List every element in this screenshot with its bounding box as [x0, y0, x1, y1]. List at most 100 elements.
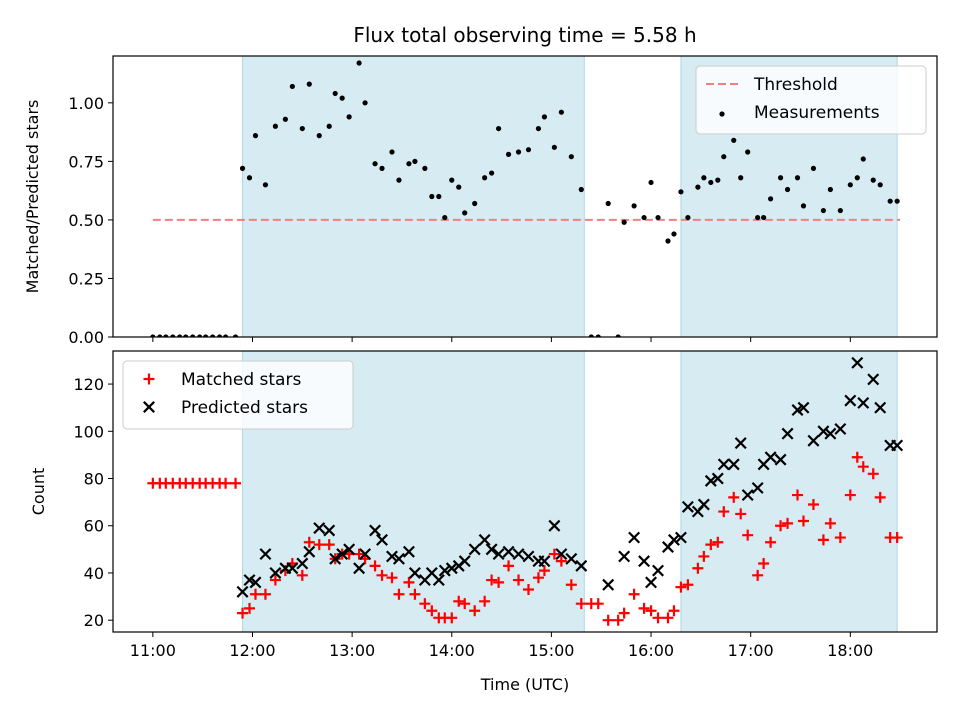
- measurement-point: [800, 203, 807, 209]
- matched-star-point: [323, 539, 335, 551]
- predicted-star-point: [774, 453, 787, 466]
- measurement-point: [854, 175, 860, 181]
- predicted-star-point: [249, 576, 262, 589]
- measurement-point: [306, 81, 312, 87]
- predicted-star-point: [674, 531, 687, 544]
- measurement-point: [282, 116, 288, 122]
- matched-star-point: [712, 536, 724, 548]
- matched-star-point: [453, 595, 465, 607]
- legend-label: Predicted stars: [181, 398, 308, 418]
- predicted-star-point: [797, 401, 810, 414]
- measurement-point: [641, 214, 647, 221]
- matched-star-point: [220, 477, 232, 489]
- measurement-point: [316, 133, 322, 139]
- legend-box: [122, 360, 354, 430]
- measurement-point: [462, 210, 468, 216]
- predicted-star-point: [402, 545, 415, 558]
- predicted-star-point: [652, 564, 664, 577]
- matched-star-point: [313, 539, 325, 551]
- matched-star-point: [628, 588, 640, 600]
- y-tick-label: 80: [84, 470, 104, 489]
- measurement-point: [695, 184, 701, 190]
- measurement-point: [777, 175, 784, 181]
- predicted-star-point: [386, 550, 398, 563]
- matched-star-point: [682, 579, 694, 591]
- predicted-star-point: [711, 472, 724, 485]
- matched-star-point: [376, 569, 388, 581]
- measurement-point: [406, 161, 412, 167]
- x-tick-label: 12:00: [229, 641, 275, 660]
- matched-star-point: [230, 477, 242, 489]
- measurement-point: [396, 177, 402, 183]
- measurement-point: [150, 334, 156, 337]
- predicted-star-point: [704, 474, 717, 487]
- predicted-star-point: [602, 578, 615, 591]
- measurement-point: [157, 334, 163, 337]
- measurement-point: [738, 175, 744, 181]
- predicted-star-point: [638, 555, 651, 568]
- matched-star-point: [705, 539, 717, 551]
- matched-star-point: [403, 576, 415, 588]
- top-panel: 0.00 0.25 0.50 0.75 1.00 Matched/Predicted st…: [23, 23, 938, 347]
- predicted-star-point: [575, 559, 588, 572]
- predicted-star-point: [555, 548, 568, 561]
- measurement-point: [535, 125, 542, 132]
- measurement-point: [262, 182, 269, 188]
- matched-star-point: [269, 574, 281, 586]
- predicted-star-point: [432, 574, 445, 587]
- matched-star-point: [718, 506, 730, 518]
- matched-star-point: [522, 583, 534, 595]
- matched-star-point: [817, 534, 829, 546]
- plot-area: [150, 60, 900, 337]
- measurement-point: [222, 334, 229, 337]
- y-tick-label: 0.00: [68, 328, 104, 347]
- measurement-point: [515, 149, 522, 155]
- measurement-point: [289, 83, 295, 90]
- y-tick-label: 60: [84, 517, 104, 536]
- predicted-star-point: [438, 564, 451, 577]
- measurement-point: [346, 114, 352, 120]
- predicted-star-point: [522, 550, 535, 563]
- measurement-point: [631, 203, 637, 209]
- matched-star-point: [834, 532, 846, 544]
- predicted-star-point: [478, 533, 491, 546]
- predicted-star-point: [628, 531, 641, 544]
- measurement-point: [621, 219, 627, 225]
- measurement-point: [190, 334, 196, 337]
- matched-star-point: [662, 612, 674, 624]
- matched-star-point: [419, 598, 431, 610]
- predicted-star-point: [485, 543, 498, 556]
- matched-star-point: [851, 451, 863, 463]
- matched-star-point: [857, 461, 869, 473]
- predicted-star-point: [645, 576, 658, 589]
- plot-area: [147, 356, 904, 626]
- matched-star-point: [874, 491, 886, 503]
- matched-star-point: [638, 602, 650, 614]
- shaded-interval-1: [680, 350, 898, 633]
- matched-star-point: [775, 520, 787, 532]
- axes-frame: [112, 55, 938, 338]
- matched-star-point: [303, 536, 315, 548]
- predicted-star-point: [844, 394, 857, 407]
- predicted-star-point: [874, 401, 887, 414]
- matched-star-point: [824, 517, 836, 529]
- measurement-point: [588, 334, 594, 337]
- matched-star-point: [426, 605, 438, 617]
- measurement-point: [761, 214, 767, 221]
- predicted-star-point: [512, 548, 525, 561]
- matched-star-point: [891, 532, 903, 544]
- matched-star-point: [645, 605, 657, 617]
- measurement-point: [715, 177, 721, 183]
- measurement-point: [755, 214, 761, 221]
- bottom-panel: 20 40 60 80 100 120 11:00 12:00 13:00 14:00 15:00 1…: [29, 350, 938, 694]
- predicted-star-point: [538, 555, 551, 568]
- measurement-point: [472, 200, 478, 207]
- matched-star-point: [675, 581, 687, 593]
- measurement-point: [784, 186, 791, 193]
- matched-star-point: [807, 498, 819, 510]
- x-tick-label: 13:00: [329, 641, 375, 660]
- predicted-star-point: [259, 548, 272, 561]
- measurement-point: [894, 198, 900, 204]
- matched-star-point: [728, 491, 740, 503]
- predicted-star-point: [764, 451, 777, 464]
